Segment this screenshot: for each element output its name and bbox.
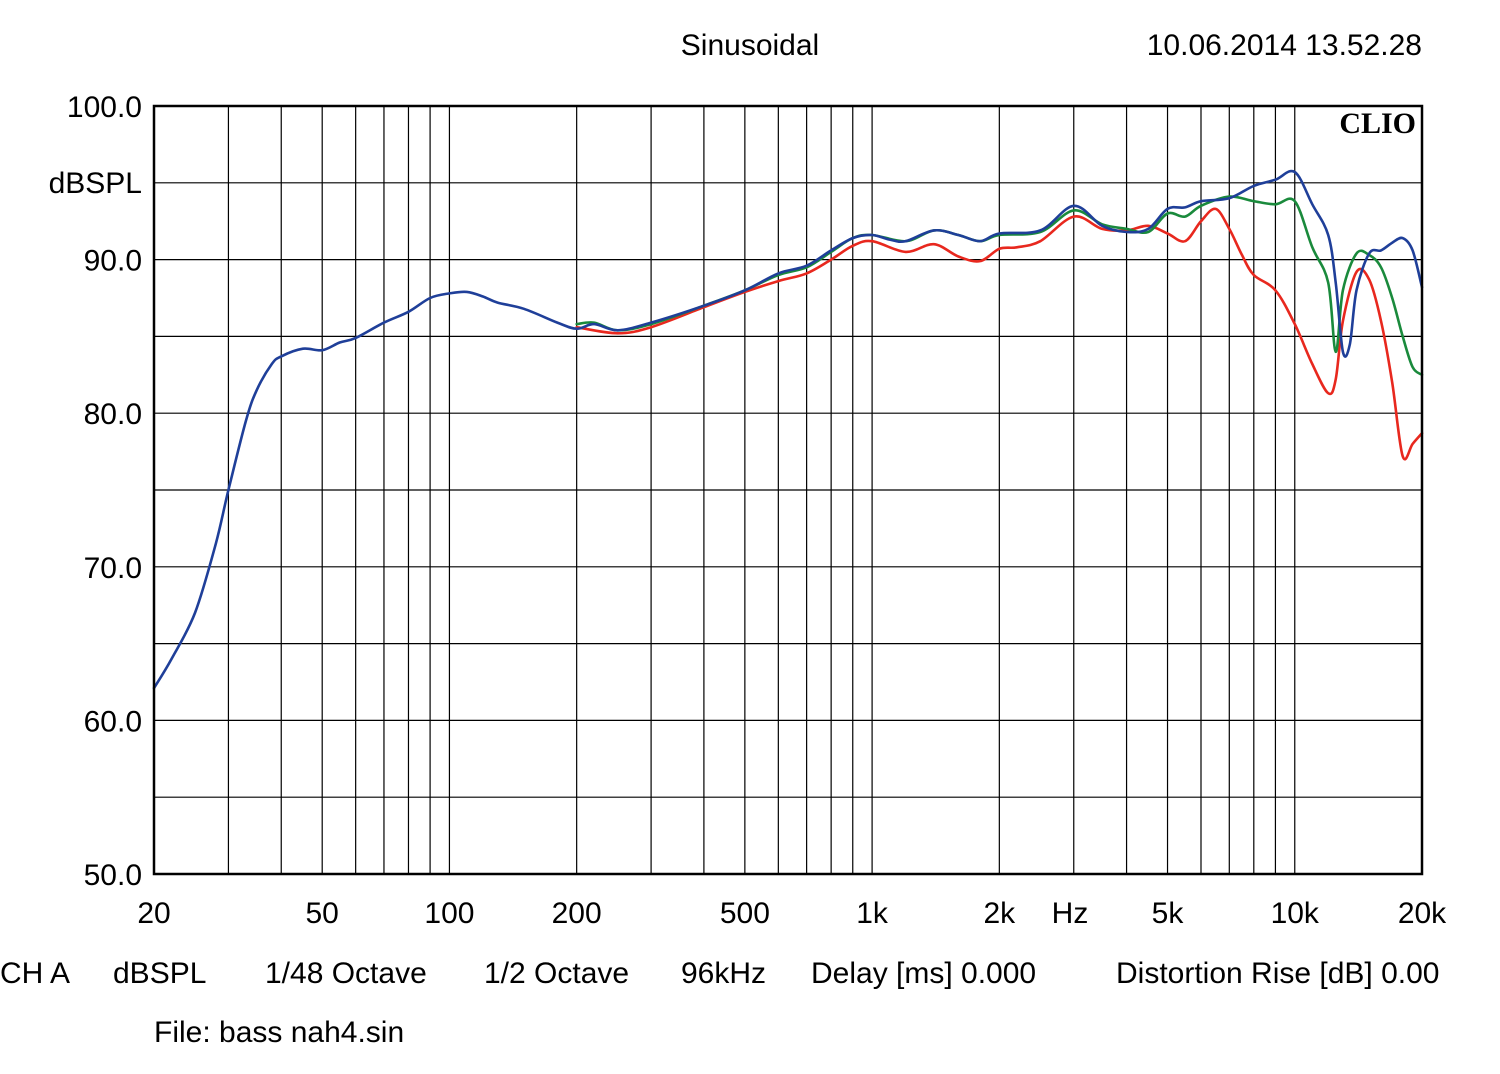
x-tick-label: 500 — [720, 897, 770, 930]
series-line-1 — [575, 207, 1424, 461]
x-tick-label: 20 — [137, 897, 170, 930]
footer-unit: dBSPL — [113, 957, 206, 990]
x-tick-label: 200 — [552, 897, 602, 930]
footer-resolution: 1/48 Octave — [265, 957, 427, 990]
y-tick-label: 70.0 — [84, 552, 142, 585]
footer-samplerate: 96kHz — [681, 957, 766, 990]
x-tick-labels: 20 50 100 200 500 1k 2k 5k 10k 20k — [137, 897, 1447, 930]
footer-settings: CH A dBSPL 1/48 Octave 1/2 Octave 96kHz … — [0, 957, 1439, 990]
x-tick-label: 10k — [1271, 897, 1320, 930]
footer-file: File: bass nah4.sin — [154, 1016, 404, 1049]
x-tick-label: 2k — [983, 897, 1016, 930]
footer-delay: Delay [ms] 0.000 — [811, 957, 1036, 990]
chart-title: Sinusoidal — [681, 29, 819, 62]
series-line-2 — [575, 195, 1424, 377]
timestamp: 10.06.2014 13.52.28 — [1147, 29, 1422, 62]
x-tick-label: 1k — [856, 897, 889, 930]
x-tick-label: 100 — [424, 897, 474, 930]
footer-smoothing: 1/2 Octave — [484, 957, 629, 990]
y-tick-label: 90.0 — [84, 245, 142, 278]
y-tick-labels: 100.0 90.0 80.0 70.0 60.0 50.0 — [67, 91, 142, 892]
y-tick-label: 100.0 — [67, 91, 142, 124]
series-group — [152, 169, 1424, 690]
plot-frame — [152, 104, 1424, 876]
y-tick-label: 60.0 — [84, 705, 142, 738]
footer-distortion: Distortion Rise [dB] 0.00 — [1116, 957, 1439, 990]
series-line-3 — [152, 169, 1424, 690]
y-tick-label: 80.0 — [84, 398, 142, 431]
y-axis-unit-label: dBSPL — [49, 167, 142, 200]
grid — [154, 106, 1422, 874]
x-axis-unit-label: Hz — [1052, 897, 1089, 930]
x-tick-label: 20k — [1398, 897, 1447, 930]
x-tick-label: 5k — [1152, 897, 1185, 930]
y-tick-label: 50.0 — [84, 859, 142, 892]
footer-channel: CH A — [0, 957, 70, 990]
x-tick-label: 50 — [306, 897, 339, 930]
clio-logo: CLIO — [1339, 107, 1416, 140]
